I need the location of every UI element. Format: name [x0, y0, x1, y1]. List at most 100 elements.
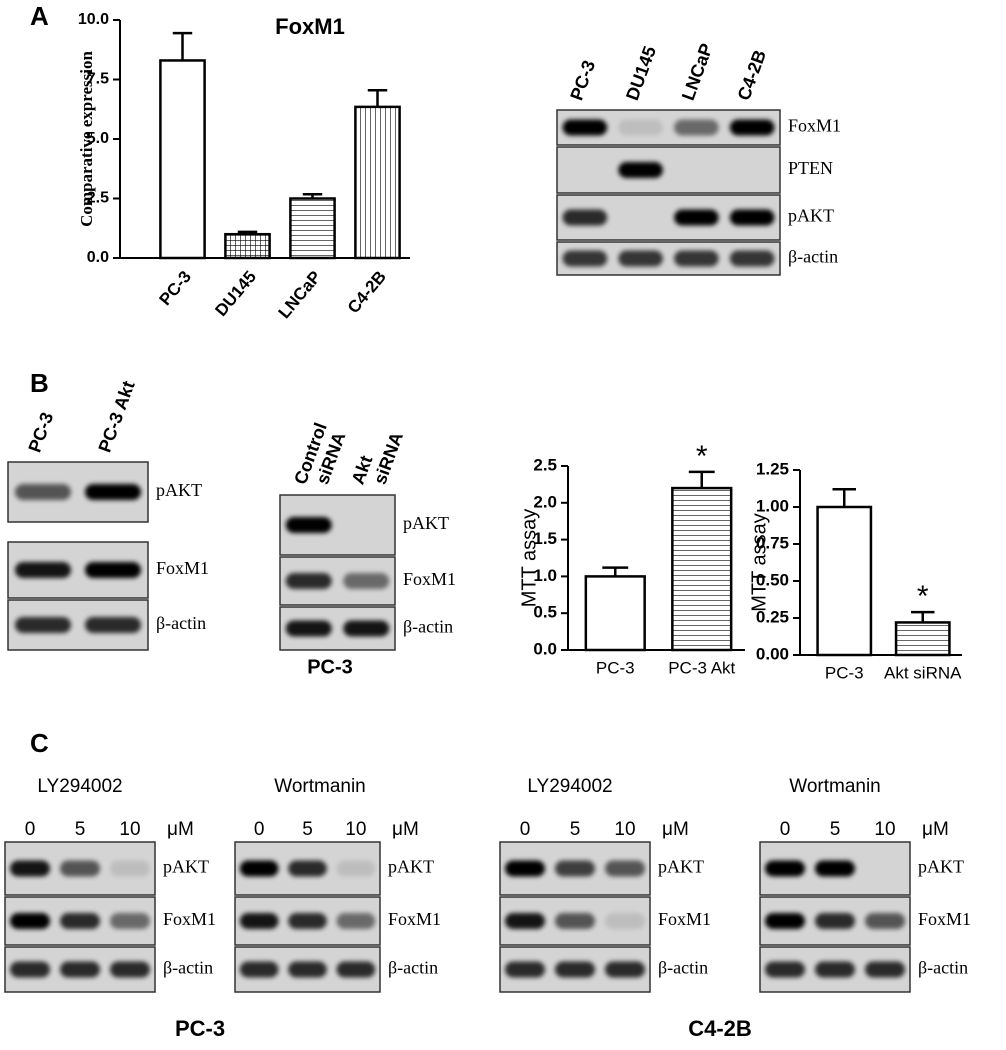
y-tick-label: 7.5 [87, 71, 109, 88]
treatment-label: Wortmanin [789, 776, 881, 797]
blot-band [605, 913, 645, 929]
blot-band [15, 617, 71, 633]
blot-band [505, 860, 545, 877]
panel-label: B [30, 368, 49, 398]
blot-band [15, 484, 71, 500]
blot-band [239, 961, 279, 978]
lane-label: DU145 [622, 44, 660, 103]
dose-label: 5 [302, 819, 313, 840]
blot-strip [279, 494, 396, 556]
blot-band [618, 250, 663, 267]
y-tick-label: 0.50 [756, 570, 789, 589]
x-tick-label: PC-3 [596, 658, 635, 677]
blot-band [60, 860, 100, 877]
blot-band [110, 913, 150, 929]
blot-band [288, 961, 327, 978]
bar [894, 621, 951, 657]
bar [584, 575, 646, 652]
dose-label: 5 [830, 819, 841, 840]
y-tick-label: 0.5 [533, 603, 557, 622]
unit-label: μM [662, 819, 689, 840]
blot-band [618, 162, 663, 178]
row-label: β-actin [388, 958, 438, 978]
row-label: β-actin [658, 958, 708, 978]
blot-band [555, 860, 595, 877]
row-label: FoxM1 [658, 909, 711, 929]
blot-band [555, 961, 595, 978]
bar [816, 505, 873, 657]
y-tick-label: 0.00 [756, 644, 789, 663]
treatment-label: Wortmanin [274, 776, 366, 797]
blot-band [336, 860, 376, 877]
blot-band [815, 913, 855, 929]
bar [289, 197, 336, 260]
row-label: pAKT [788, 206, 834, 226]
blot-caption: PC-3 [307, 656, 353, 678]
chart-title: FoxM1 [275, 14, 345, 39]
dose-label: 0 [520, 819, 531, 840]
blot-band [765, 913, 805, 929]
blot-band [765, 961, 805, 978]
blot-band [729, 119, 775, 136]
blot-band [239, 860, 279, 877]
blot-band [10, 913, 50, 929]
blot-band [674, 119, 719, 136]
panel-label: A [30, 1, 49, 31]
y-tick-label: 5.0 [87, 130, 109, 147]
lane-label: siRNA [370, 429, 407, 487]
blot-band [865, 913, 905, 929]
blot-band [505, 913, 545, 929]
bar [671, 486, 733, 652]
blot-band [336, 913, 376, 929]
bar [354, 105, 401, 260]
row-label: PTEN [788, 158, 833, 178]
row-label: β-actin [788, 247, 838, 267]
blot-band [85, 562, 141, 578]
blot-band [10, 860, 50, 877]
blot-band [729, 250, 775, 267]
blot-band [618, 119, 663, 136]
y-tick-label: 2.5 [87, 190, 109, 207]
dose-label: 0 [780, 819, 791, 840]
y-tick-label: 2.5 [533, 455, 557, 474]
annotation: * [917, 580, 929, 613]
x-tick-label: PC-3 [156, 267, 195, 309]
x-tick-label: DU145 [211, 267, 260, 320]
dose-label: 5 [570, 819, 581, 840]
blot-band [729, 209, 775, 226]
blot-band [10, 961, 50, 978]
row-label: pAKT [918, 857, 964, 877]
blot-band [60, 913, 100, 929]
bar [159, 59, 206, 260]
annotation: * [696, 440, 708, 473]
blot-band [562, 250, 608, 267]
blot-band [343, 573, 390, 589]
row-label: FoxM1 [388, 909, 441, 929]
group-caption: C4-2B [688, 1016, 752, 1041]
row-label: pAKT [403, 513, 449, 533]
blot-band [110, 860, 150, 877]
blot-band [288, 913, 327, 929]
dose-label: 0 [254, 819, 265, 840]
row-label: β-actin [918, 958, 968, 978]
dose-label: 10 [874, 819, 895, 840]
unit-label: μM [392, 819, 419, 840]
bar [224, 232, 271, 260]
blot-band [288, 860, 327, 877]
x-tick-label: LNCaP [275, 267, 325, 322]
blot-band [865, 961, 905, 978]
blot-band [815, 961, 855, 978]
row-label: pAKT [163, 857, 209, 877]
blot-band [562, 209, 608, 226]
dose-label: 10 [119, 819, 140, 840]
row-label: β-actin [403, 617, 453, 637]
blot-band [60, 961, 100, 978]
lane-label: C4-2B [734, 47, 771, 103]
x-tick-label: Akt siRNA [884, 663, 962, 682]
blot-band [765, 860, 805, 877]
row-label: FoxM1 [156, 558, 209, 578]
y-axis-label: MTT assay [748, 513, 770, 612]
row-label: β-actin [163, 958, 213, 978]
blot-band [285, 517, 332, 533]
